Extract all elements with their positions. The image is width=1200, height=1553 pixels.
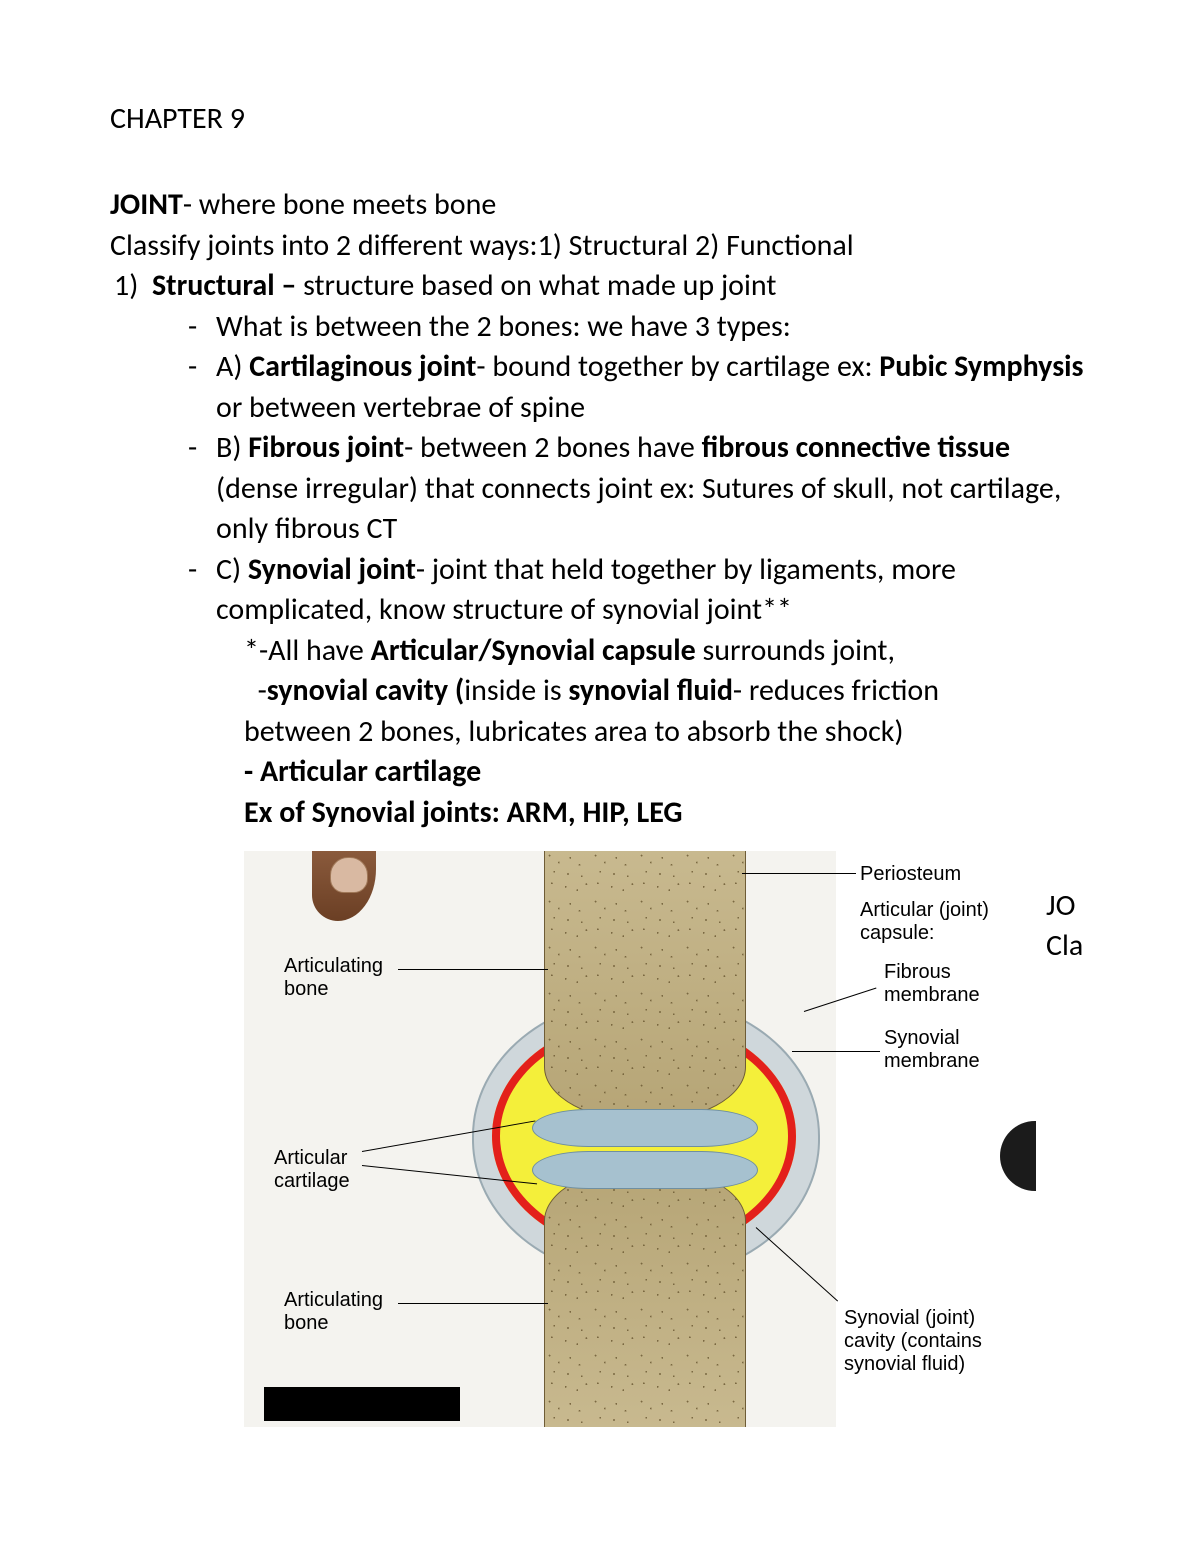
c-bold1: Synovial joint (248, 551, 416, 588)
a-bold2: Pubic Symphysis (879, 348, 1083, 385)
cav-pre: - (244, 672, 267, 709)
b-tail: (dense irregular) that connects joint ex… (216, 470, 1061, 548)
classify-line: Classify joints into 2 different ways:1)… (110, 226, 1090, 267)
structural-heading: Structural – structure based on what mad… (110, 266, 1090, 307)
cav-bold1: synovial cavity ( (267, 672, 464, 709)
star-line: *-All have Articular/Synovial capsule su… (110, 631, 1090, 672)
cav-bold2: synovial fluid (568, 672, 733, 709)
articular-cartilage-bottom (532, 1151, 758, 1189)
c-pre: C) (216, 551, 248, 588)
label-synovial-membrane: Synovial membrane (884, 1027, 980, 1073)
label-articulating-bone-bottom: Articulating bone (284, 1289, 383, 1335)
b-bold2: fibrous connective tissue (702, 429, 1010, 466)
example-line: Ex of Synovial joints: ARM, HIP, LEG (110, 793, 1090, 834)
leader-articulating-bone-top (398, 969, 548, 970)
cutoff-text-1: JO (1046, 887, 1075, 924)
scale-bar (264, 1387, 460, 1421)
star-pre: *-All have (244, 632, 371, 669)
a-tail: or between vertebrae of spine (216, 389, 585, 426)
a-bold1: Cartilaginous joint (249, 348, 476, 385)
star-bold: Articular/Synovial capsule (371, 632, 696, 669)
b-bold1: Fibrous joint (248, 429, 404, 466)
structural-bold: Structural – (152, 267, 296, 304)
label-articular-cartilage: Articular cartilage (274, 1147, 350, 1193)
cavity-line1: -synovial cavity (inside is synovial flu… (110, 671, 1090, 712)
label-articulating-bone-top: Articulating bone (284, 955, 383, 1001)
a-pre: A) (216, 348, 249, 385)
cutoff-text-2: Cla (1046, 927, 1083, 964)
cav-mid: inside is (464, 672, 568, 709)
document-page: CHAPTER 9 JOINT- where bone meets bone C… (0, 0, 1200, 1553)
what-between: What is between the 2 bones: we have 3 t… (110, 307, 1090, 348)
joint-definition-line: JOINT- where bone meets bone (110, 185, 1090, 226)
type-b: B) Fibrous joint- between 2 bones have f… (110, 428, 1090, 550)
articulating-bone-top (544, 851, 746, 1122)
articular-cartilage-top (532, 1109, 758, 1147)
spongy-texture (545, 851, 745, 1121)
label-synovial-cavity: Synovial (joint) cavity (contains synovi… (844, 1307, 982, 1376)
leader-articulating-bone-bottom (398, 1303, 548, 1304)
articular-cartilage-line: - Articular cartilage (110, 752, 1090, 793)
fingernail-shape (330, 857, 368, 893)
label-articular-capsule: Articular (joint) capsule: (860, 899, 989, 945)
joint-def: - where bone meets bone (183, 186, 496, 223)
leader-periosteum (742, 873, 856, 874)
type-c: C) Synovial joint- joint that held toget… (110, 550, 1090, 631)
label-fibrous-membrane: Fibrous membrane (884, 961, 980, 1007)
synovial-joint-diagram: Periosteum Articular (joint) capsule: Fi… (244, 851, 1024, 1427)
b-pre: B) (216, 429, 248, 466)
label-periosteum: Periosteum (860, 863, 961, 886)
chapter-heading: CHAPTER 9 (110, 100, 1090, 137)
cav-tail1: - reduces friction (733, 672, 939, 709)
articulating-bone-bottom (544, 1166, 746, 1427)
a-mid: - bound together by cartilage ex: (476, 348, 879, 385)
cavity-line2: between 2 bones, lubricates area to abso… (110, 712, 1090, 753)
b-mid: - between 2 bones have (404, 429, 702, 466)
spongy-texture (545, 1167, 745, 1427)
joint-term: JOINT (110, 186, 183, 223)
star-tail: surrounds joint, (696, 632, 895, 669)
structural-rest: structure based on what made up joint (296, 267, 776, 304)
type-a: A) Cartilaginous joint- bound together b… (110, 347, 1090, 428)
leader-synovial-membrane (792, 1051, 880, 1052)
